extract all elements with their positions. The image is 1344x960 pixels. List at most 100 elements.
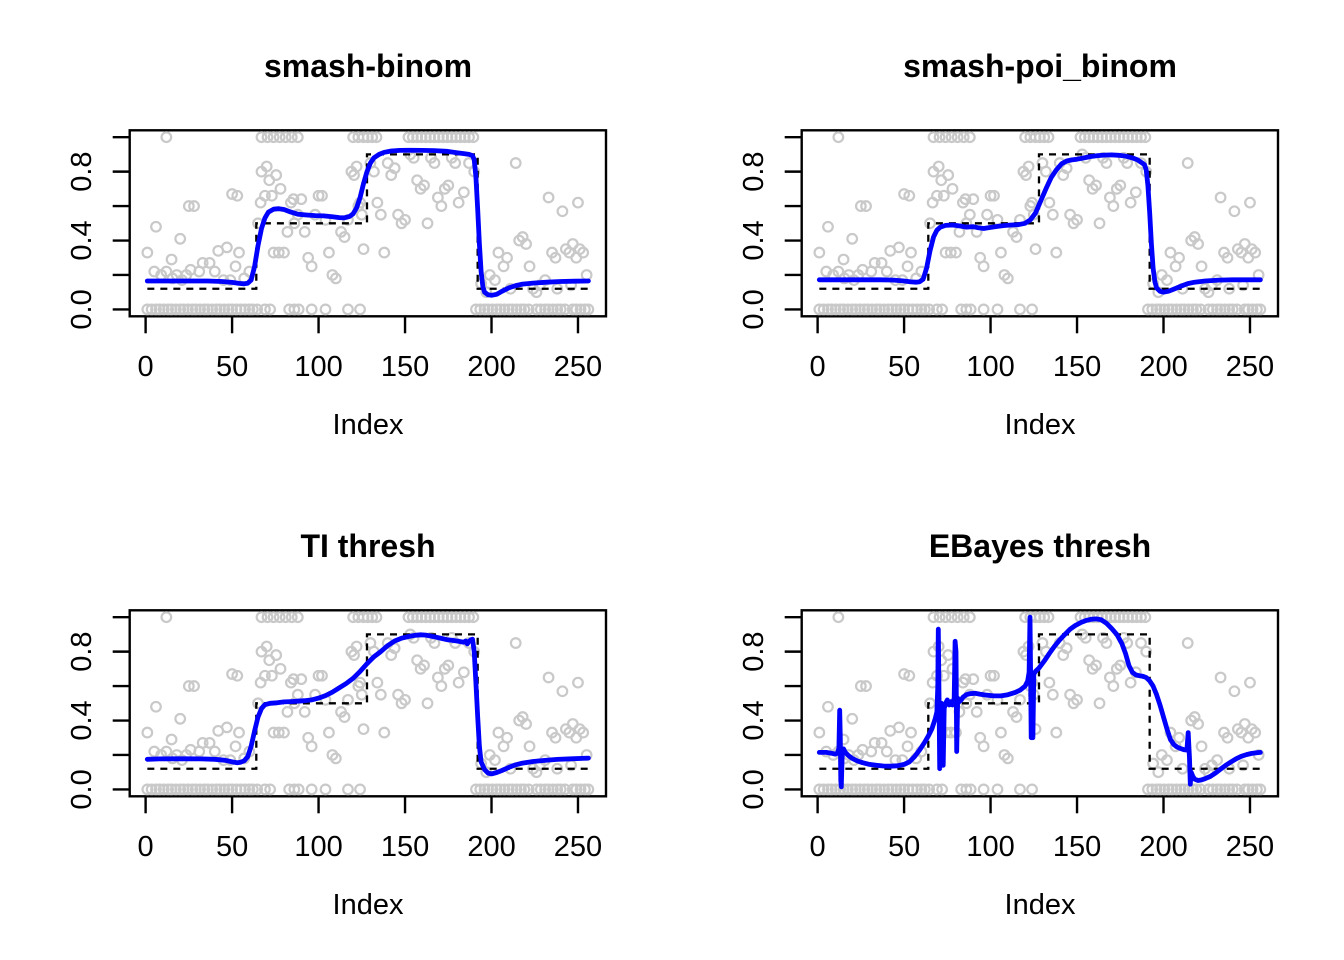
data-point (233, 246, 245, 259)
data-point (894, 303, 907, 316)
data-point (946, 182, 959, 195)
data-point (834, 303, 846, 316)
x-tick-label: 50 (888, 831, 920, 863)
data-point (1190, 783, 1203, 796)
data-point (939, 131, 952, 144)
data-point (246, 303, 259, 316)
data-point (388, 162, 401, 175)
panel-smash-binom: smash-binom 0 50 100 150 200 250 0.0 0.4 0.8 Ind… (0, 0, 672, 480)
data-point (1192, 238, 1204, 250)
data-point (846, 232, 859, 245)
data-point (931, 303, 943, 316)
plot-box (128, 129, 608, 318)
data-point (846, 303, 859, 316)
data-point (160, 131, 173, 144)
data-point (319, 303, 332, 316)
data-point (291, 131, 304, 144)
data-point (1107, 680, 1120, 692)
data-point (903, 189, 916, 202)
data-point (255, 131, 268, 144)
data-point (1124, 196, 1137, 209)
plot-canvas-smash-binom: 0 50 100 150 200 250 0.0 0.4 0.8 (66, 129, 608, 383)
data-point (509, 637, 522, 649)
x-tick-label: 250 (1226, 831, 1274, 863)
data-point (1038, 131, 1051, 144)
data-point (522, 303, 535, 316)
data-point (1067, 217, 1080, 230)
data-point (556, 685, 569, 698)
data-point (378, 246, 391, 259)
data-point (1190, 303, 1203, 316)
data-point (515, 783, 527, 796)
data-point (1001, 752, 1014, 765)
data-point (208, 265, 221, 278)
plot-box (800, 129, 1280, 318)
data-point (860, 680, 872, 692)
data-point (194, 303, 206, 316)
data-point (1246, 783, 1259, 796)
data-point (937, 189, 950, 202)
data-point (220, 241, 233, 254)
scatter-points (141, 131, 595, 316)
data-point (486, 783, 499, 796)
data-point (1206, 783, 1219, 796)
panel-ti-thresh: TI thresh 0 50 100 150 200 250 0.0 0.4 0.8 Index (0, 480, 672, 960)
data-point (323, 246, 335, 259)
data-point (939, 611, 952, 624)
data-point (1245, 243, 1258, 256)
data-point (582, 783, 595, 796)
data-point (252, 697, 264, 710)
true-signal-line (819, 633, 1261, 770)
data-point (898, 668, 910, 680)
data-point (1093, 217, 1106, 230)
data-point (539, 783, 552, 796)
data-point (480, 286, 493, 299)
data-point (924, 217, 936, 230)
data-point (150, 303, 162, 316)
data-point (438, 182, 451, 195)
data-point (267, 611, 280, 624)
data-point (501, 731, 513, 744)
data-point (911, 783, 923, 796)
data-point (338, 711, 351, 723)
data-point (988, 189, 1000, 202)
data-point (959, 193, 972, 206)
data-point (960, 303, 973, 316)
data-point (918, 783, 931, 796)
data-point (901, 740, 914, 753)
data-point (229, 740, 242, 753)
data-point (1093, 697, 1106, 710)
data-point (878, 783, 891, 796)
data-point (829, 303, 842, 316)
data-point (502, 303, 515, 316)
data-point (354, 676, 366, 689)
data-point (977, 783, 990, 796)
data-point (452, 676, 465, 689)
data-point (1042, 131, 1055, 144)
data-point (927, 131, 940, 144)
fit-line (144, 632, 591, 777)
data-point (1195, 740, 1208, 753)
data-point (160, 745, 173, 758)
data-point (210, 303, 223, 316)
data-point (977, 740, 990, 753)
data-point (1246, 303, 1259, 316)
data-point (1014, 303, 1026, 316)
data-point (198, 303, 211, 316)
data-point (572, 196, 584, 209)
data-point (490, 783, 503, 796)
data-point (866, 783, 878, 796)
x-tick-label: 100 (294, 831, 342, 863)
data-point (374, 688, 387, 701)
x-tick-label: 0 (810, 351, 826, 383)
data-point (260, 640, 273, 653)
data-point (490, 303, 503, 316)
data-point (165, 733, 178, 746)
data-point (854, 200, 867, 212)
data-point (1214, 191, 1227, 204)
true-signal-line (819, 153, 1261, 290)
data-point (489, 754, 501, 767)
y-tick-label: 0.4 (66, 700, 98, 740)
data-point (942, 169, 955, 181)
